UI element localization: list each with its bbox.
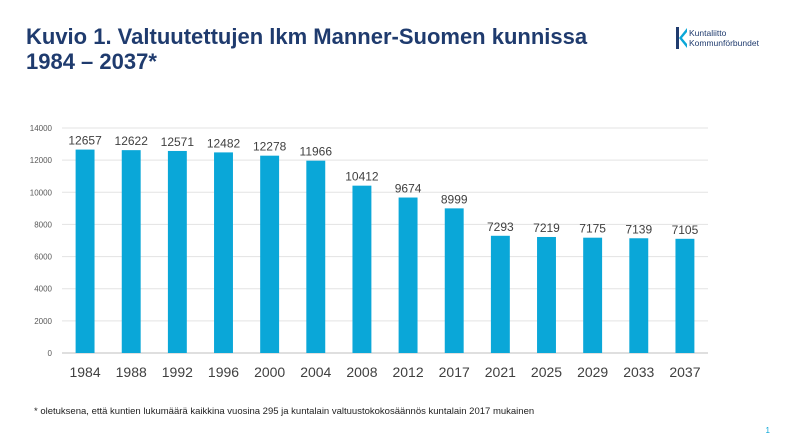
x-tick-label: 2029	[577, 364, 608, 380]
y-tick-label: 4000	[34, 285, 52, 294]
bar	[167, 150, 187, 353]
data-label: 7293	[487, 220, 514, 234]
bar	[306, 160, 326, 353]
chart-bars	[75, 149, 695, 353]
footnote: * oletuksena, että kuntien lukumäärä kai…	[34, 406, 535, 417]
data-label: 8999	[441, 192, 468, 206]
data-label: 12278	[253, 140, 287, 154]
data-label: 7105	[672, 223, 699, 237]
kuntaliitto-k-logo-icon	[676, 27, 687, 49]
page-title: Kuvio 1. Valtuutettujen lkm Manner-Suome…	[26, 24, 646, 74]
title-line-2: 1984 – 2037*	[26, 49, 157, 74]
x-tick-label: 1984	[69, 364, 100, 380]
logo-text: Kuntaliitto Kommunförbundet	[689, 28, 759, 48]
chart-gridlines	[62, 127, 708, 354]
x-tick-label: 2037	[669, 364, 700, 380]
data-label: 7139	[625, 222, 652, 236]
y-axis-tick-labels: 0 2000 4000 6000 8000 10000 12000 14000	[30, 124, 53, 358]
x-tick-label: 1996	[208, 364, 239, 380]
y-tick-label: 12000	[30, 156, 53, 165]
bar	[75, 149, 95, 353]
data-label: 9674	[395, 182, 422, 196]
data-label: 12657	[68, 134, 102, 148]
bar	[352, 185, 372, 353]
bar	[629, 238, 649, 353]
bar-data-labels: 12657 12622 12571 12482 12278 11966 10412 9674 8…	[68, 134, 698, 237]
data-label: 10412	[345, 170, 379, 184]
bar	[260, 155, 280, 353]
x-tick-label: 2012	[392, 364, 423, 380]
y-tick-label: 8000	[34, 220, 52, 229]
bar	[121, 150, 141, 353]
bar	[214, 152, 233, 353]
data-label: 12622	[115, 134, 149, 148]
bar	[398, 197, 418, 353]
x-tick-label: 2004	[300, 364, 331, 380]
data-label: 7175	[579, 222, 606, 236]
kuntaliitto-logo: Kuntaliitto Kommunförbundet	[676, 27, 776, 53]
bar	[444, 208, 464, 353]
data-label: 12571	[161, 135, 195, 149]
data-label: 7219	[533, 221, 560, 235]
data-label: 12482	[207, 136, 241, 150]
x-tick-label: 2025	[531, 364, 562, 380]
y-tick-label: 14000	[30, 124, 53, 133]
bar	[537, 236, 556, 353]
bar	[675, 238, 695, 353]
page-number: 1	[765, 426, 770, 435]
data-label: 11966	[300, 145, 333, 159]
x-tick-label: 2008	[346, 364, 377, 380]
logo-text-line-2: Kommunförbundet	[689, 38, 759, 48]
x-tick-label: 2017	[439, 364, 470, 380]
bar	[490, 235, 510, 353]
y-tick-label: 0	[48, 349, 53, 358]
y-tick-label: 6000	[34, 253, 52, 262]
title-line-1: Kuvio 1. Valtuutettujen lkm Manner-Suome…	[26, 24, 588, 49]
x-tick-label: 1992	[162, 364, 193, 380]
y-tick-label: 10000	[30, 188, 53, 197]
x-tick-label: 1988	[116, 364, 147, 380]
logo-text-line-1: Kuntaliitto	[689, 28, 727, 38]
x-tick-label: 2000	[254, 364, 285, 380]
bar	[583, 237, 603, 353]
x-axis-tick-labels: 1984 1988 1992 1996 2000 2004 2008 2012 2017 2021…	[69, 364, 700, 380]
x-tick-label: 2033	[623, 364, 654, 380]
y-tick-label: 2000	[34, 317, 52, 326]
x-tick-label: 2021	[485, 364, 516, 380]
